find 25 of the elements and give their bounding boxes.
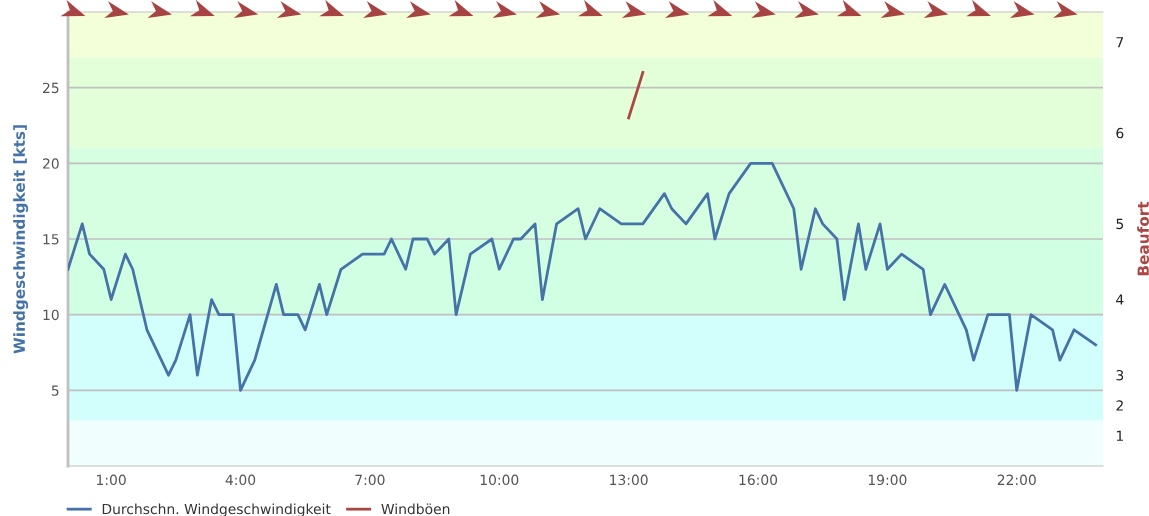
y-axis-title: Windgeschwindigkeit [kts]	[13, 125, 29, 354]
x-tick-label: 22:00	[997, 474, 1036, 486]
band-label: 1	[1116, 430, 1123, 441]
band-label: 5	[1116, 218, 1124, 230]
y2-axis-title: Beaufort	[1137, 201, 1149, 276]
x-tick-label: 1:00	[97, 474, 126, 486]
legend-label: Windböen	[381, 503, 450, 515]
x-tick-label: 10:00	[480, 474, 519, 486]
line-series	[68, 161, 1098, 392]
band-label: 2	[1116, 400, 1123, 411]
y-tick-label: 20	[43, 158, 59, 169]
band-label: 3	[1116, 369, 1124, 381]
y-tick-label: 10	[43, 309, 59, 321]
band-label: 6	[1116, 127, 1124, 139]
band-label: 4	[1116, 294, 1124, 305]
x-tick-label: 19:00	[868, 474, 907, 486]
legend-label: Durchschn. Windgeschwindigkeit	[102, 503, 331, 516]
x-tick-label: 4:00	[225, 474, 256, 486]
band-label: 7	[1116, 37, 1124, 48]
y-tick-label: 15	[43, 234, 59, 245]
y-tick-label: 5	[51, 385, 59, 396]
x-tick-label: 7:00	[355, 474, 385, 486]
x-tick-label: 13:00	[610, 474, 648, 486]
x-tick-label: 16:00	[739, 474, 778, 486]
y-tick-label: 25	[43, 82, 59, 94]
